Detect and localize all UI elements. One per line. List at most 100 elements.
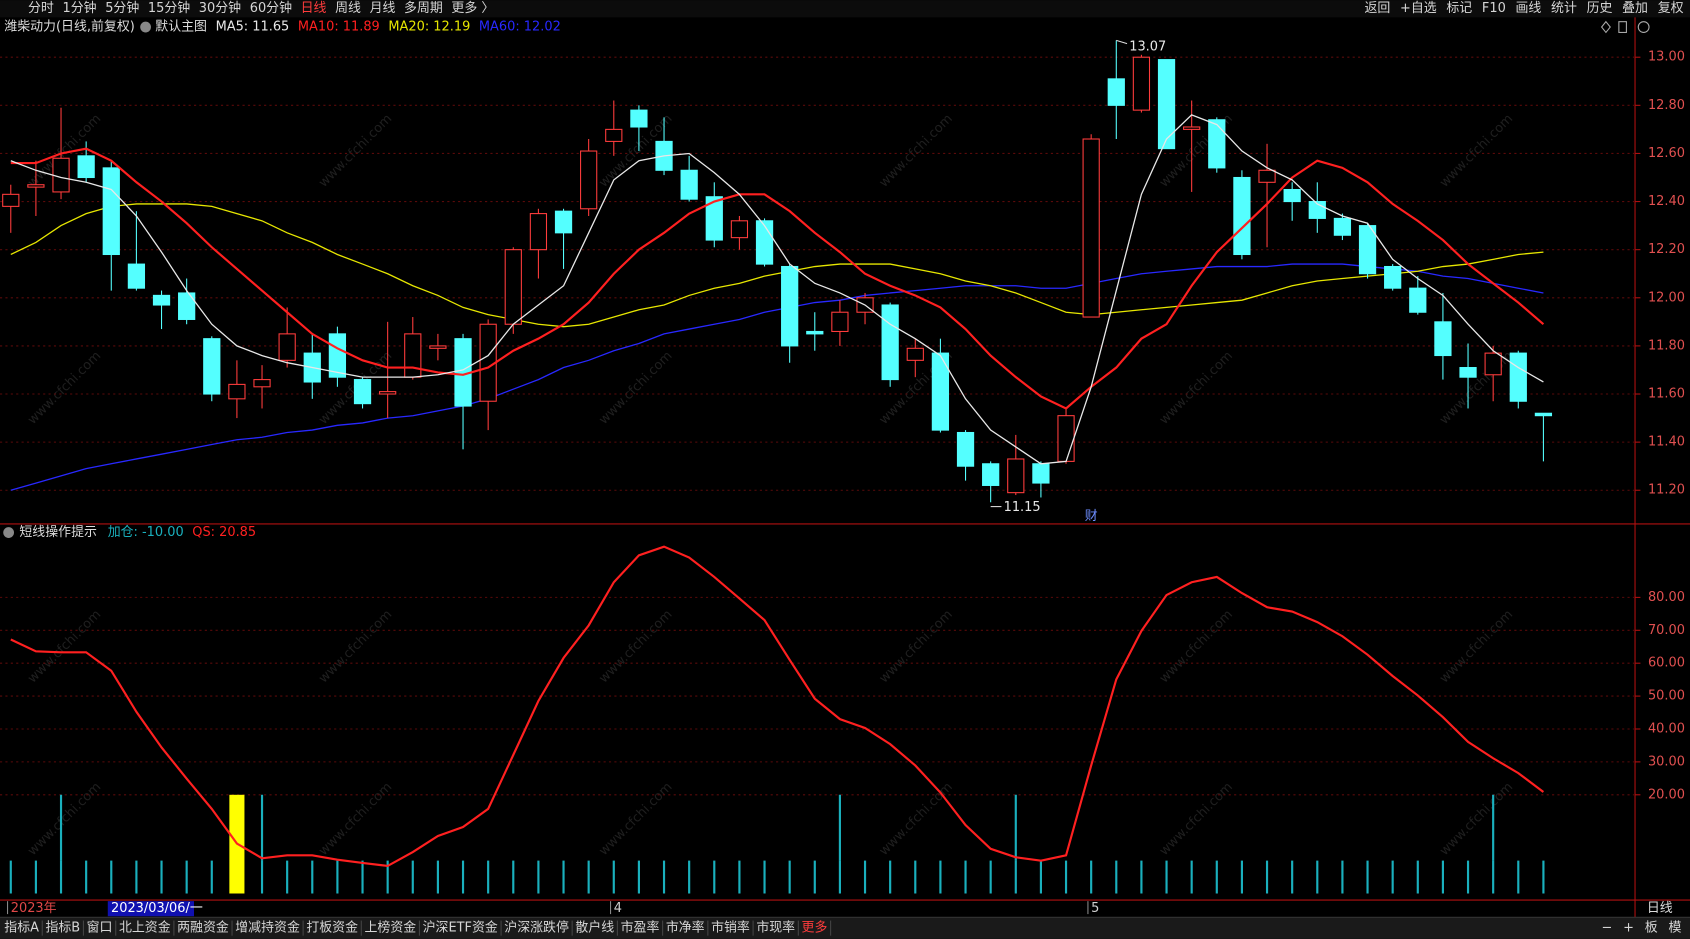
high-label: 13.07 — [1129, 39, 1166, 54]
toolbar-button[interactable]: 分时 — [28, 1, 54, 16]
toolbar-button[interactable]: 更多 — [802, 921, 828, 936]
legend-entry: MA60: 12.02 — [479, 20, 561, 35]
legend-entry: 加仓: -10.00 — [108, 525, 184, 540]
icon[interactable] — [140, 21, 151, 33]
series-line — [10, 545, 1545, 868]
toolbar-button[interactable]: 复权 — [1658, 0, 1684, 16]
toolbar-button[interactable]: 市现率 — [756, 920, 795, 936]
y-tick-label: 11.40 — [1648, 435, 1685, 450]
candle-body — [881, 304, 899, 381]
toolbar-button[interactable]: F10 — [1482, 1, 1506, 16]
toolbar-button[interactable]: − — [1602, 921, 1613, 936]
x-tick-label: 4 — [614, 901, 622, 916]
legend-entry: MA10: 11.89 — [298, 20, 380, 35]
icon[interactable] — [1637, 21, 1650, 33]
toolbar-button[interactable]: 15分钟 — [148, 0, 190, 16]
candle-body — [1459, 367, 1477, 378]
toolbar-button[interactable]: 5分钟 — [105, 0, 139, 16]
toolbar-button[interactable]: 上榜资金 — [365, 920, 417, 936]
toolbar-button[interactable]: +自选 — [1400, 1, 1437, 16]
toolbar-button[interactable]: 30分钟 — [199, 0, 241, 16]
toolbar-button[interactable]: 60分钟 — [250, 0, 292, 16]
legend-entry: MA20: 12.19 — [388, 20, 470, 35]
candle-body — [2, 193, 20, 207]
toolbar-button[interactable]: 北上资金 — [119, 920, 171, 936]
toolbar-button[interactable]: 指标A — [4, 921, 39, 936]
toolbar-button[interactable]: 两融资金 — [177, 920, 229, 936]
y-tick-label: 12.40 — [1648, 194, 1685, 209]
toolbar-button[interactable]: 窗口 — [87, 920, 113, 936]
candle-body — [1007, 458, 1025, 494]
candle-body — [404, 333, 422, 378]
low-label: 11.15 — [1004, 500, 1041, 515]
candle-body — [1384, 265, 1402, 289]
y-tick-label: 11.80 — [1648, 338, 1685, 353]
candle-body — [554, 210, 573, 234]
candle-body — [127, 263, 146, 289]
toolbar-button[interactable]: 增减持资金 — [235, 920, 300, 936]
axis-period-label: 日线 — [1647, 901, 1673, 916]
x-tick-label: 2023年 — [11, 901, 57, 916]
candle-body — [1132, 56, 1151, 111]
series-line — [10, 203, 1544, 328]
toolbar-button[interactable]: + — [1623, 921, 1634, 936]
toolbar-button[interactable]: 多周期 — [404, 1, 443, 16]
candle-body — [278, 333, 296, 361]
toolbar-button[interactable]: 标记 — [1446, 1, 1472, 16]
y-tick-label: 11.60 — [1648, 387, 1685, 402]
candle-body — [1283, 188, 1301, 203]
toolbar-button[interactable]: 模 — [1668, 921, 1681, 936]
y-tick-label: 20.00 — [1648, 787, 1685, 802]
icon[interactable] — [1600, 20, 1611, 34]
toolbar-button[interactable]: 统计 — [1551, 1, 1577, 16]
candle-body — [680, 169, 698, 200]
candle-body — [1333, 217, 1352, 236]
candle-body — [956, 431, 975, 467]
toolbar-button[interactable]: 日线 — [301, 1, 327, 16]
y-tick-label: 30.00 — [1648, 754, 1685, 769]
icon[interactable] — [1618, 21, 1627, 33]
toolbar-button[interactable]: 市销率 — [711, 920, 750, 936]
candle-body — [831, 311, 849, 333]
candle-body — [1157, 59, 1176, 150]
toolbar-button[interactable]: 月线 — [370, 1, 396, 16]
toolbar-button[interactable]: 周线 — [335, 1, 361, 16]
y-tick-label: 12.80 — [1648, 98, 1685, 113]
candle-body — [253, 379, 271, 388]
toolbar-button[interactable]: 画线 — [1516, 1, 1542, 16]
toolbar-button[interactable]: 沪深涨跌停 — [504, 920, 569, 936]
annotation-arrow — [1116, 39, 1128, 45]
chart-title: 潍柴动力(日线,前复权) — [4, 19, 135, 35]
event-marker[interactable]: 财 — [1085, 509, 1098, 524]
chart-title: 短线操作提示 — [19, 524, 97, 540]
toolbar-button[interactable]: 板 — [1645, 921, 1658, 936]
toolbar-button[interactable]: 市盈率 — [621, 920, 660, 936]
candle-body — [705, 196, 723, 241]
candle-body — [1082, 138, 1100, 318]
candle-body — [1208, 119, 1226, 169]
toolbar-button[interactable]: 指标B — [45, 921, 80, 936]
toolbar-button[interactable]: 历史 — [1587, 1, 1613, 16]
toolbar-button[interactable]: 叠加 — [1622, 1, 1648, 16]
candle-body — [102, 167, 120, 256]
toolbar-button[interactable]: 散户线 — [575, 920, 614, 936]
candle-body — [630, 109, 648, 128]
candle-body — [77, 155, 95, 179]
candle-body — [1358, 225, 1377, 275]
candle-body — [755, 220, 774, 265]
top-toolbar — [0, 0, 1690, 18]
toolbar-button[interactable]: 更多 〉 — [451, 1, 494, 16]
toolbar-button[interactable]: 市净率 — [666, 920, 705, 936]
toolbar-button[interactable]: 返回 — [1364, 1, 1390, 16]
icon[interactable] — [3, 527, 15, 538]
toolbar-button[interactable]: 打板资金 — [306, 920, 358, 936]
y-tick-label: 12.20 — [1648, 242, 1685, 257]
candle-body — [379, 391, 397, 395]
toolbar-button[interactable]: 沪深ETF资金 — [423, 920, 498, 936]
legend-entry: MA5: 11.65 — [216, 20, 290, 35]
x-tick-label: 5 — [1091, 901, 1099, 916]
y-tick-label: 40.00 — [1648, 721, 1685, 736]
candle-body — [1032, 463, 1050, 484]
toolbar-button[interactable]: 1分钟 — [62, 0, 96, 16]
y-tick-label: 11.20 — [1648, 483, 1685, 498]
